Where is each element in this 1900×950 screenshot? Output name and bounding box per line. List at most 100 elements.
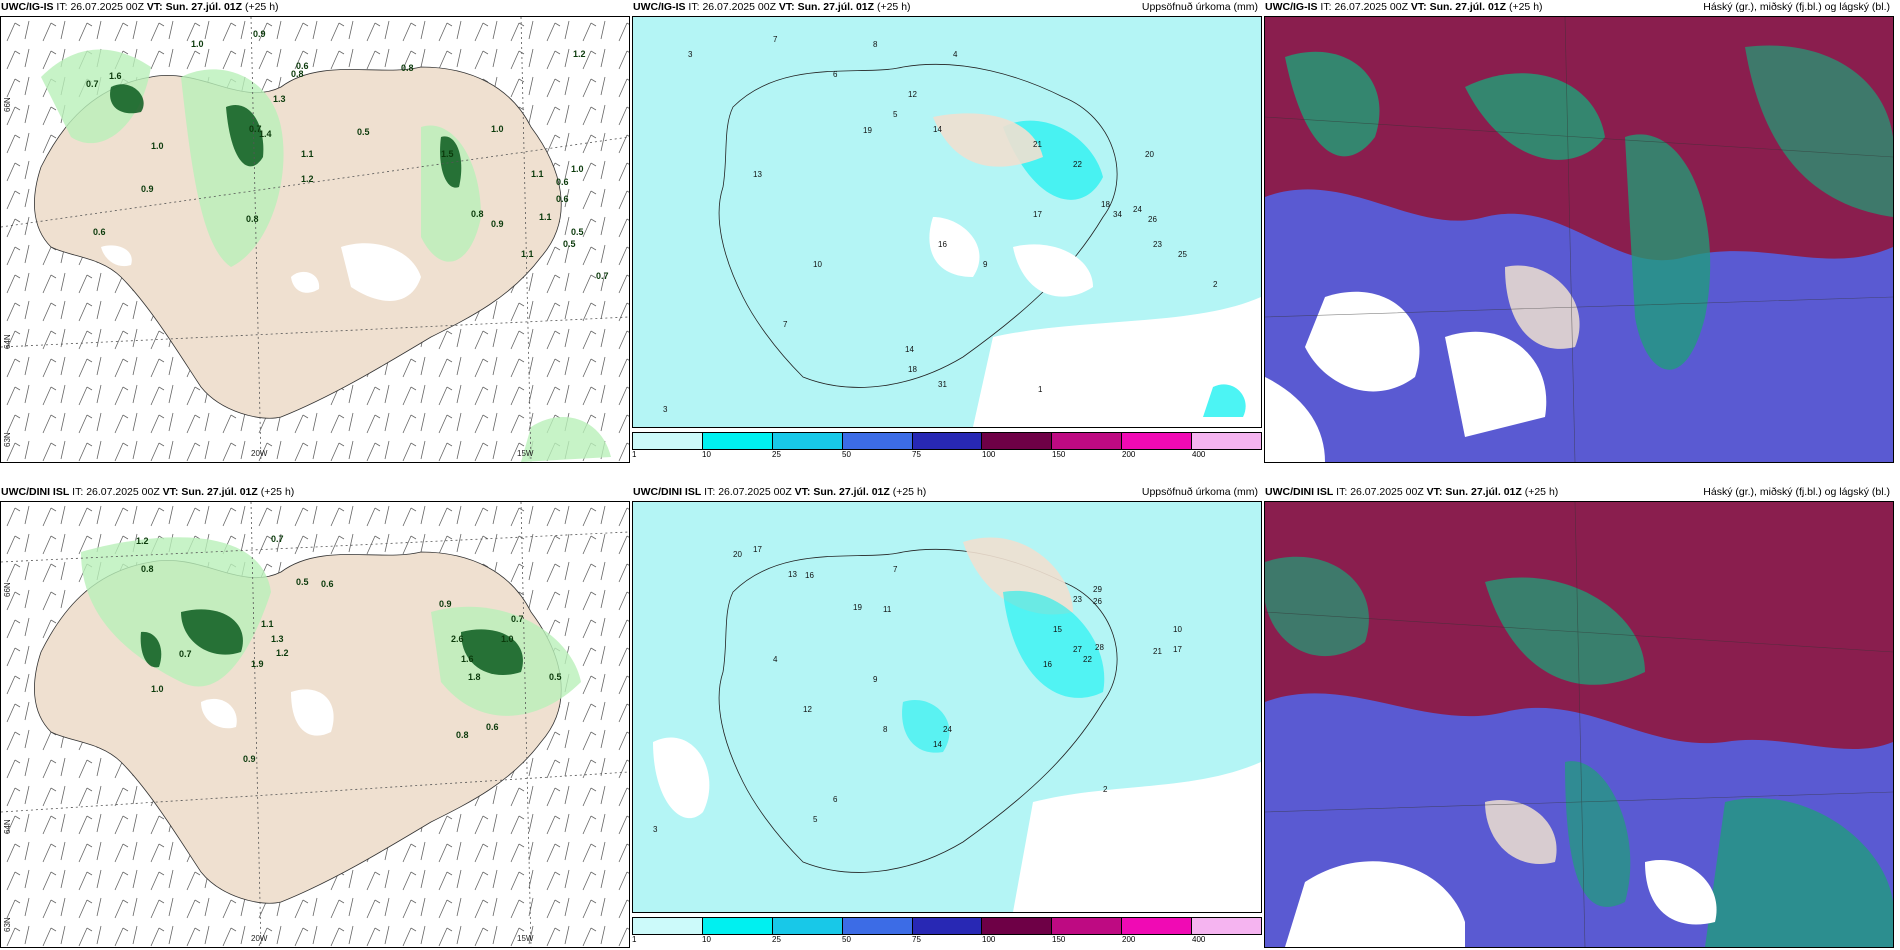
value-label: 8 — [883, 725, 888, 734]
lat-label: 63N — [3, 917, 12, 932]
value-label: 27 — [1073, 645, 1082, 654]
value-label: 6 — [833, 795, 838, 804]
value-label: 17 — [1173, 645, 1182, 654]
value-label: 0.7 — [249, 124, 262, 134]
value-label: 0.8 — [471, 209, 484, 219]
value-label: 23 — [1153, 240, 1162, 249]
colorbar-tick: 50 — [842, 450, 851, 459]
value-label: 4 — [773, 655, 778, 664]
colorbar-seg — [1122, 918, 1193, 934]
panel-title: UWC/IG-IS IT: 26.07.2025 00Z VT: Sun. 27… — [1, 1, 279, 13]
value-label: 0.9 — [491, 219, 504, 229]
value-label: 14 — [905, 345, 914, 354]
panel-title: UWC/DINI ISL IT: 26.07.2025 00Z VT: Sun.… — [1265, 486, 1559, 498]
value-label: 1.0 — [151, 684, 164, 694]
colorbar-seg — [1052, 433, 1123, 449]
value-label: 0.7 — [596, 271, 609, 281]
colorbar-seg — [842, 433, 913, 449]
value-label: 0.5 — [357, 127, 370, 137]
value-label: 19 — [863, 126, 872, 135]
colorbar-tick: 100 — [982, 935, 996, 944]
value-label: 1.2 — [276, 648, 289, 658]
colorbar-segments — [632, 432, 1262, 450]
colorbar-tick: 1 — [632, 935, 637, 944]
colorbar-tick: 200 — [1122, 450, 1136, 459]
panel-field-label: Háský (gr.), miðský (fj.bl.) og lágský (… — [1703, 1, 1890, 13]
value-label: 0.5 — [549, 672, 562, 682]
value-label: 0.6 — [321, 579, 334, 589]
value-label: 1.8 — [468, 672, 481, 682]
value-label: 0.8 — [141, 564, 154, 574]
value-label: 10 — [1173, 625, 1182, 634]
colorbar-tick: 50 — [842, 935, 851, 944]
value-label: 0.8 — [456, 730, 469, 740]
value-label: 29 — [1093, 585, 1102, 594]
value-label: 2 — [1103, 785, 1108, 794]
value-label: 18 — [1101, 200, 1110, 209]
value-label: 1.2 — [301, 174, 314, 184]
value-label: 25 — [1178, 250, 1187, 259]
value-label: 13 — [788, 570, 797, 579]
value-label: 0.7 — [271, 534, 284, 544]
colorbar-segments — [632, 917, 1262, 935]
value-label: 1.9 — [251, 659, 264, 669]
panel-field-label: Háský (gr.), miðský (fj.bl.) og lágský (… — [1703, 486, 1890, 498]
value-label: 1.3 — [271, 634, 284, 644]
value-label: 2.6 — [451, 634, 464, 644]
colorbar-seg — [912, 918, 983, 934]
panel-field-label: Uppsöfnuð úrkoma (mm) — [1141, 1, 1258, 13]
value-label: 1.2 — [136, 536, 149, 546]
value-label: 1.0 — [151, 141, 164, 151]
colorbar: 1 10 25 50 75 100 150 200 400 — [632, 432, 1262, 460]
colorbar-seg — [1122, 433, 1193, 449]
value-label: 15 — [1053, 625, 1062, 634]
value-label: 14 — [933, 740, 942, 749]
colorbar-tick: 150 — [1052, 450, 1066, 459]
value-label: 16 — [805, 571, 814, 580]
lat-label: 66N — [3, 97, 12, 112]
value-label: 1.1 — [261, 619, 274, 629]
colorbar-seg — [702, 918, 773, 934]
value-label: 24 — [943, 725, 952, 734]
value-label: 1.6 — [109, 71, 122, 81]
panel-title: UWC/IG-IS IT: 26.07.2025 00Z VT: Sun. 27… — [633, 1, 911, 13]
colorbar-seg — [1192, 433, 1262, 449]
colorbar-seg — [772, 433, 843, 449]
lat-label: 66N — [3, 582, 12, 597]
panel-title: UWC/DINI ISL IT: 26.07.2025 00Z VT: Sun.… — [1, 486, 295, 498]
value-label: 12 — [803, 705, 812, 714]
value-label: 4 — [953, 50, 958, 59]
value-label: 17 — [1033, 210, 1042, 219]
value-label: 0.7 — [511, 614, 524, 624]
value-label: 16 — [938, 240, 947, 249]
value-label: 9 — [983, 260, 988, 269]
value-label: 13 — [753, 170, 762, 179]
value-label: 18 — [908, 365, 917, 374]
value-label: 22 — [1083, 655, 1092, 664]
colorbar-seg — [1052, 918, 1123, 934]
value-label: 1.0 — [191, 39, 204, 49]
value-label: 6 — [833, 70, 838, 79]
colorbar-tick: 100 — [982, 450, 996, 459]
value-label: 8 — [873, 40, 878, 49]
value-label: 14 — [933, 125, 942, 134]
value-label: 5 — [813, 815, 818, 824]
value-label: 1.1 — [521, 249, 534, 259]
value-label: 1.1 — [301, 149, 314, 159]
value-label: 0.6 — [556, 177, 569, 187]
panel-title: UWC/DINI ISL IT: 26.07.2025 00Z VT: Sun.… — [633, 486, 927, 498]
colorbar-tick: 400 — [1192, 935, 1206, 944]
map-frame: 1.6 1.0 0.9 0.7 0.8 0.6 1.3 1.4 1.2 0.5 … — [0, 16, 630, 463]
value-label: 1.5 — [441, 149, 454, 159]
value-label: 34 — [1113, 210, 1122, 219]
map-frame: 1.2 0.8 0.7 1.0 0.5 0.6 1.1 1.3 0.9 1.9 … — [0, 501, 630, 948]
colorbar-seg — [633, 918, 703, 934]
value-label: 7 — [783, 320, 788, 329]
lat-label: 63N — [3, 432, 12, 447]
value-label: 9 — [873, 675, 878, 684]
value-label: 1.0 — [571, 164, 584, 174]
lon-label: 15W — [517, 449, 534, 458]
colorbar-seg — [912, 433, 983, 449]
panel-dini-wind-precip: UWC/DINI ISL IT: 26.07.2025 00Z VT: Sun.… — [0, 485, 630, 948]
value-label: 0.8 — [291, 69, 304, 79]
